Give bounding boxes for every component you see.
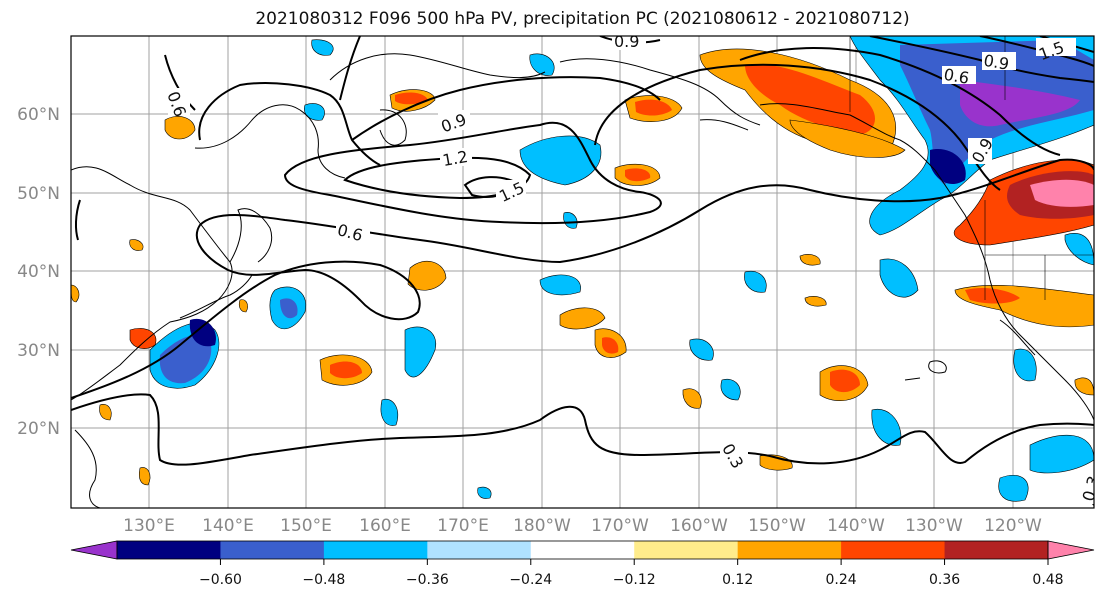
latitude-labels: 60°N 50°N 40°N 30°N 20°N	[17, 105, 60, 439]
lon-label: 140°W	[827, 516, 885, 536]
lat-label: 40°N	[17, 262, 60, 282]
map-border	[70, 35, 1095, 509]
colorbar-tick-label: −0.12	[613, 572, 656, 588]
coastlines	[71, 53, 1094, 508]
pv-contours	[71, 36, 1094, 506]
lon-label: 120°W	[984, 516, 1042, 536]
colorbar-tick-label: 0.36	[929, 572, 960, 588]
lat-label: 60°N	[17, 105, 60, 125]
lat-label: 50°N	[17, 184, 60, 204]
colorbar-tick-label: −0.48	[302, 572, 345, 588]
contour-label: 0.9	[982, 51, 1010, 74]
longitude-labels: 130°E 140°E 150°E 160°E 170°E 180°W 170°…	[123, 516, 1042, 536]
lon-label: 170°W	[591, 516, 649, 536]
lon-label: 130°E	[123, 516, 175, 536]
colorbar-tick-label: −0.24	[509, 572, 552, 588]
colorbar-cell	[841, 541, 946, 559]
lon-label: 150°E	[280, 516, 332, 536]
colorbar-upper-extend	[1047, 540, 1095, 560]
colorbar-cell	[634, 541, 739, 559]
colorbar: −0.60 −0.48 −0.36 −0.24 −0.12 0.12 0.24 0.36 0.4…	[70, 540, 1095, 588]
colorbar-lower-extend	[70, 540, 118, 560]
lat-label: 30°N	[17, 341, 60, 361]
lon-label: 170°E	[437, 516, 489, 536]
colorbar-cell	[117, 541, 221, 559]
lon-label: 150°W	[748, 516, 806, 536]
colorbar-cell	[323, 541, 428, 559]
lon-label: 180°W	[513, 516, 571, 536]
contour-label: 1.2	[441, 147, 469, 170]
lon-label: 130°W	[905, 516, 963, 536]
contour-label: 0.3	[1079, 474, 1104, 504]
contour-label: 0.6	[942, 65, 970, 88]
colorbar-cell	[944, 541, 1049, 559]
map-title: 2021080312 F096 500 hPa PV, precipitatio…	[255, 9, 910, 29]
lon-label: 140°E	[202, 516, 254, 536]
colorbar-tick-label: −0.36	[406, 572, 449, 588]
lat-label: 20°N	[17, 419, 60, 439]
colorbar-cell	[737, 541, 842, 559]
contour-label: 0.9	[614, 32, 639, 51]
colorbar-tick-label: 0.12	[722, 572, 753, 588]
colorbar-tick-label: −0.60	[199, 572, 242, 588]
lon-label: 160°E	[359, 516, 411, 536]
colorbar-cell	[530, 541, 635, 559]
colorbar-outline	[116, 540, 1049, 560]
colorbar-tick-label: 0.24	[826, 572, 857, 588]
colorbar-cell	[220, 541, 325, 559]
colorbar-tick-label: 0.48	[1032, 572, 1063, 588]
lon-label: 160°W	[670, 516, 728, 536]
colorbar-cell	[427, 541, 532, 559]
